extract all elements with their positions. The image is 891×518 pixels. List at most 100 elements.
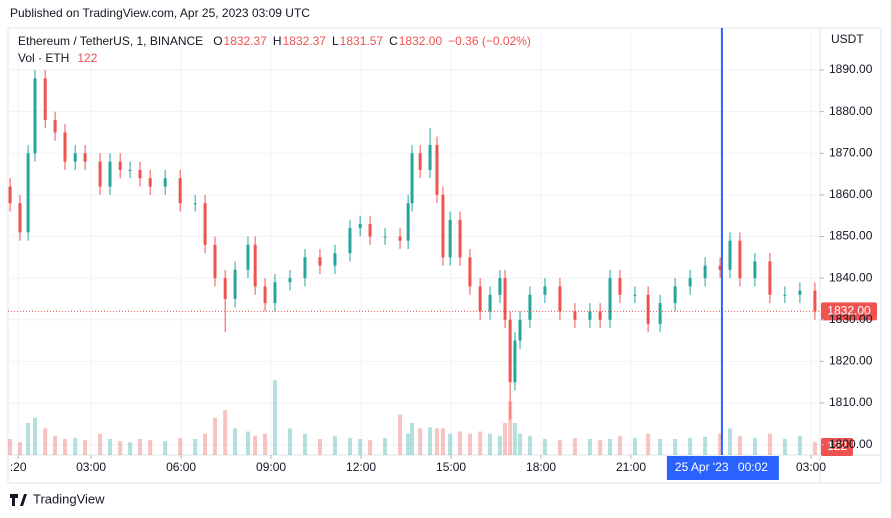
y-tick-label: 1870.00 <box>829 145 873 159</box>
candle-body <box>138 169 142 179</box>
volume-bar <box>646 433 651 455</box>
candle-body <box>618 278 622 295</box>
volume-tag-label: 122 <box>827 439 847 453</box>
volume-bar <box>767 433 772 455</box>
candle-body <box>288 278 292 283</box>
volume-bar <box>608 438 613 455</box>
volume-bar <box>598 440 603 455</box>
candle-body <box>108 161 112 187</box>
volume-bar <box>488 433 493 455</box>
candle-body <box>768 261 772 295</box>
volume-bar <box>178 437 183 455</box>
candle-body <box>98 161 102 187</box>
candle-body <box>410 153 414 204</box>
marks <box>8 70 817 455</box>
ohlc-label: C <box>389 34 398 48</box>
volume-bar <box>542 438 547 455</box>
candle-body <box>728 240 732 270</box>
frame <box>7 27 882 484</box>
candle-body <box>608 278 612 320</box>
candle-body <box>63 132 67 162</box>
ohlc-value: 1832.37 <box>224 34 268 48</box>
volume-bar <box>332 435 337 455</box>
candle-body <box>435 144 439 195</box>
volume-bar <box>368 440 373 455</box>
volume-bar <box>383 437 388 455</box>
volume-legend-value: 122 <box>77 51 97 65</box>
candle-body <box>398 236 402 241</box>
candle-body <box>8 186 12 204</box>
volume-bar <box>728 428 733 455</box>
candle-body <box>223 278 227 299</box>
candle-body <box>53 119 57 133</box>
x-tick-label: 09:00 <box>256 460 286 474</box>
volume-bar <box>98 433 103 455</box>
volume-bar <box>223 410 228 455</box>
ohlc-value: 1831.57 <box>340 34 384 48</box>
volume-bar <box>782 438 787 455</box>
candle-body <box>513 340 517 383</box>
volume-bar <box>107 438 112 455</box>
crosshair-time: 00:02 <box>738 460 768 474</box>
x-tick-label: 03:00 <box>796 460 826 474</box>
volume-bar <box>8 438 13 455</box>
x-tick-label: 03:00 <box>76 460 106 474</box>
volume-bar <box>62 438 67 455</box>
volume-bar <box>458 431 463 455</box>
candle-body <box>358 224 362 229</box>
crosshair-date: 25 Apr '23 <box>675 460 729 474</box>
candle-body <box>383 236 387 238</box>
volume-bar <box>617 435 622 455</box>
candle-body <box>163 178 167 187</box>
y-tick-label: 1840.00 <box>829 270 873 284</box>
ohlc-label: L <box>332 34 339 48</box>
currency: USDT <box>831 32 864 46</box>
candle-body <box>718 265 722 270</box>
symbol: Ethereum / TetherUS, 1, BINANCE <box>18 34 203 48</box>
candle-body <box>148 178 152 187</box>
candle-body <box>18 203 22 233</box>
volume-bar <box>434 428 439 455</box>
volume-bar <box>347 437 352 455</box>
volume-bar <box>253 435 258 455</box>
candle-body <box>273 282 277 304</box>
volume-bar <box>203 433 208 455</box>
volume-bar <box>26 422 31 455</box>
volume-bar <box>263 433 268 455</box>
y-tick-label: 1850.00 <box>829 229 873 243</box>
volume-bar <box>245 431 250 455</box>
candle-body <box>441 194 445 258</box>
candle-body <box>468 257 472 287</box>
volume-bar <box>503 422 508 455</box>
candle-body <box>118 161 122 170</box>
ohlc-value: 1832.00 <box>399 34 443 48</box>
y-tick-label: 1810.00 <box>829 395 873 409</box>
candle-body <box>503 278 507 320</box>
volume-bar <box>398 414 403 455</box>
candle-body <box>246 244 250 270</box>
candle-body <box>633 294 637 296</box>
candle-body <box>658 303 662 324</box>
candle-body <box>508 319 512 383</box>
x-tick-label: :20 <box>10 460 27 474</box>
grid <box>8 28 820 455</box>
volume-bar <box>272 380 277 455</box>
volume-bar <box>673 438 678 455</box>
x-tick-label: 15:00 <box>436 460 466 474</box>
y-tick-label: 1820.00 <box>829 354 873 368</box>
y-tick-label: 1880.00 <box>829 104 873 118</box>
volume-bar <box>83 440 88 455</box>
candle-body <box>418 153 422 170</box>
volume-bar <box>448 433 453 455</box>
x-tick-label: 21:00 <box>616 460 646 474</box>
volume-legend: Vol · ETH <box>18 51 69 65</box>
candle-body <box>33 78 37 154</box>
volume-bar <box>557 440 562 455</box>
candle-body <box>448 219 452 258</box>
y-tick-label: 1800.00 <box>829 437 873 451</box>
volume-bar <box>512 422 517 455</box>
x-tick-label: 06:00 <box>166 460 196 474</box>
candle-body <box>73 153 77 162</box>
x-tick-label: 18:00 <box>526 460 556 474</box>
